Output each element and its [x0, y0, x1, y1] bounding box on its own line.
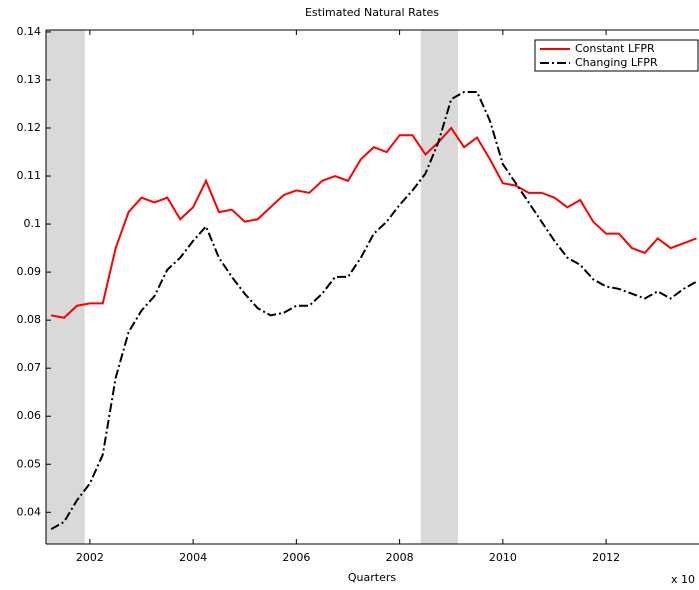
x-tick-label: 2006: [282, 551, 310, 564]
series-line: [50, 90, 697, 530]
series-line: [50, 126, 697, 319]
x-axis-label: Quarters: [348, 571, 396, 584]
chart-title: Estimated Natural Rates: [305, 6, 439, 19]
y-tick-label: 0.05: [17, 457, 42, 470]
legend-box: [534, 39, 699, 72]
x-tick-label: 2012: [592, 551, 620, 564]
x-tick-label: 2004: [179, 551, 207, 564]
shaded-period: [420, 30, 458, 544]
y-tick-label: 0.14: [17, 25, 42, 38]
y-tick-label: 0.11: [17, 169, 42, 182]
y-tick-label: 0.04: [17, 505, 42, 518]
y-tick-label: 0.08: [17, 313, 42, 326]
x-multiplier: x 10: [671, 573, 695, 586]
y-tick-label: 0.07: [17, 361, 42, 374]
x-tick-label: 2008: [386, 551, 414, 564]
y-tick-label: 0.13: [17, 73, 42, 86]
legend-label: Constant LFPR: [575, 42, 655, 55]
shaded-period: [46, 30, 85, 544]
x-tick-label: 2002: [76, 551, 104, 564]
y-tick-label: 0.12: [17, 121, 42, 134]
y-tick-label: 0.09: [17, 265, 42, 278]
x-tick-label: 2010: [489, 551, 517, 564]
y-tick-label: 0.1: [24, 217, 42, 230]
y-tick-label: 0.06: [17, 409, 42, 422]
legend-label: Changing LFPR: [575, 56, 658, 69]
